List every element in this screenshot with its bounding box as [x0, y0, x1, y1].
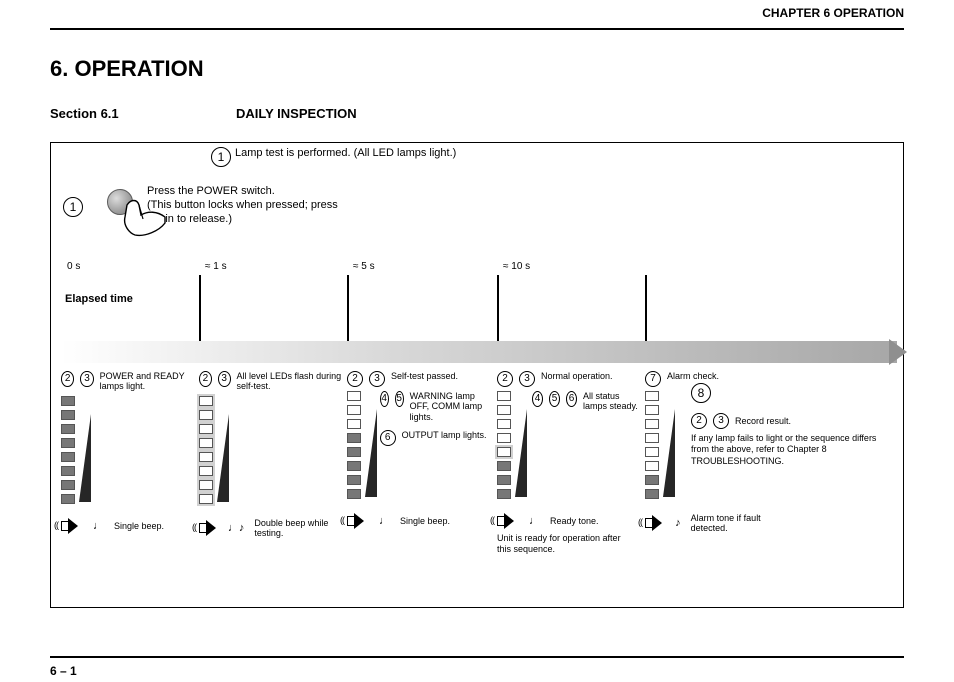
nc: 2	[61, 371, 74, 387]
speaker-text: Ready tone.	[550, 516, 599, 526]
speaker-notes: ♩	[379, 515, 390, 527]
row1-text: POWER and READY lamps light.	[100, 371, 207, 392]
speaker-notes: ♩	[529, 515, 540, 527]
end-row2-text: If any lamp fails to light or the sequen…	[691, 433, 881, 467]
page-number: 6 – 1	[50, 664, 77, 678]
stage-time: ≈ 1 s	[205, 261, 227, 272]
level-strip	[497, 391, 508, 507]
circle-8: 8	[691, 383, 711, 403]
speaker-notes: ♩♪	[228, 522, 245, 534]
top-note: Lamp test is performed. (All LED lamps l…	[235, 147, 456, 159]
end-nc-b: 3	[713, 413, 729, 429]
nc: 4	[380, 391, 389, 407]
end-row1-text: Record result.	[735, 416, 791, 426]
circle-1-press: 1	[63, 197, 83, 217]
nc: 4	[532, 391, 543, 407]
nc: 3	[369, 371, 385, 387]
nc: 6	[566, 391, 577, 407]
nc: 2	[347, 371, 363, 387]
speaker-icon: ))	[61, 518, 83, 534]
header-rule	[50, 28, 904, 30]
stage-extra: Unit is ready for operation after this s…	[497, 533, 627, 556]
speaker-notes: ♪	[675, 517, 681, 529]
speaker-text: Single beep.	[400, 516, 450, 526]
axis-label: Elapsed time	[65, 293, 133, 305]
speaker-icon: ))	[347, 513, 369, 529]
row2-text: All status lamps steady.	[583, 391, 643, 412]
stage-time: ≈ 5 s	[353, 261, 375, 272]
nc: 3	[218, 371, 231, 387]
row3-text: OUTPUT lamp lights.	[402, 430, 487, 440]
circle-1-top: 1	[211, 147, 231, 167]
speaker-icon: ))	[645, 515, 665, 531]
time-axis	[61, 341, 897, 363]
nc: 5	[395, 391, 404, 407]
header-right: CHAPTER 6 OPERATION	[762, 6, 904, 20]
footer-rule	[50, 656, 904, 658]
nc: 2	[199, 371, 212, 387]
stage-time: ≈ 10 s	[503, 261, 530, 272]
nc: 3	[80, 371, 93, 387]
press-note-l1: Press the POWER switch.	[147, 185, 275, 197]
level-strip	[645, 391, 661, 507]
nc: 6	[380, 430, 396, 446]
row1-text: All level LEDs flash during self-test.	[237, 371, 345, 392]
nc: 7	[645, 371, 661, 387]
chapter-title: 6. OPERATION	[50, 56, 204, 82]
row2-text: WARNING lamp OFF, COMM lamp lights.	[410, 391, 493, 422]
section-label: Section 6.1	[50, 106, 119, 121]
speaker-icon: ))	[497, 513, 519, 529]
speaker-icon: ))	[199, 520, 218, 536]
hand-icon	[121, 197, 169, 237]
end-nc-a: 2	[691, 413, 707, 429]
row1-text: Alarm check.	[667, 371, 719, 381]
speaker-text: Double beep while testing.	[254, 518, 345, 539]
level-strip	[347, 391, 356, 507]
diagram: 1 Lamp test is performed. (All LED lamps…	[50, 142, 904, 608]
speaker-text: Single beep.	[114, 521, 164, 531]
level-strip	[61, 396, 77, 512]
nc: 3	[519, 371, 535, 387]
nc: 5	[549, 391, 560, 407]
end-block: 8 2 3 Record result. If any lamp fails t…	[691, 383, 891, 467]
speaker-text: Alarm tone if fault detected.	[691, 513, 791, 534]
row1-text: Self-test passed.	[391, 371, 458, 381]
press-note-l2: (This button locks when pressed; press a…	[147, 199, 338, 225]
stage-time: 0 s	[67, 261, 80, 272]
speaker-notes: ♩	[93, 520, 104, 532]
section-title: DAILY INSPECTION	[236, 106, 357, 121]
nc: 2	[497, 371, 513, 387]
level-strip	[199, 396, 215, 512]
press-note: Press the POWER switch. (This button loc…	[147, 185, 367, 226]
row1-text: Normal operation.	[541, 371, 613, 381]
